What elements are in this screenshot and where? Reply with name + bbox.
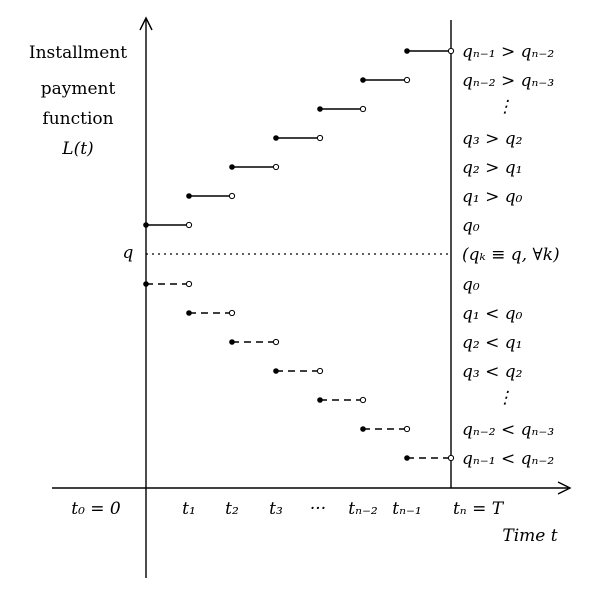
increasing-step-open-dot xyxy=(447,47,455,55)
x-tick-label: t₁ xyxy=(182,499,196,519)
constant-case-label: (qₖ ≡ q, ∀k) xyxy=(462,245,560,265)
decreasing-step-open-dot xyxy=(359,396,367,404)
lower-step-label: q₂ < q₁ xyxy=(462,333,522,353)
q-label: q xyxy=(123,243,134,263)
lower-step-label: qₙ₋₁ < qₙ₋₂ xyxy=(462,449,554,469)
y-axis-label-line-2: payment xyxy=(41,79,116,99)
upper-step-label: qₙ₋₁ > qₙ₋₂ xyxy=(462,42,554,62)
y-axis-label-line-1: Installment xyxy=(29,43,127,63)
decreasing-step-open-dot xyxy=(447,454,455,462)
y-axis-arrow xyxy=(139,16,153,31)
x-tick-label: ··· xyxy=(310,499,326,519)
lower-step-label: q₀ xyxy=(462,275,480,295)
lower-step-label: q₁ < q₀ xyxy=(462,304,523,324)
x-axis-label: Time t xyxy=(502,526,557,546)
y-axis-label-line-3: function xyxy=(42,109,113,129)
x-tick-labels: t₁ t₂ t₃ ··· tₙ₋₂ tₙ₋₁ tₙ = T xyxy=(182,499,505,519)
increasing-step-open-dot xyxy=(272,163,280,171)
increasing-step-open-dot xyxy=(316,134,324,142)
x-tick-label: tₙ = T xyxy=(453,499,505,519)
lower-step-label: ⋮ xyxy=(497,388,514,408)
x-tick-label: tₙ₋₂ xyxy=(348,499,378,519)
upper-step-label: ⋮ xyxy=(497,97,514,117)
x-axis-arrow xyxy=(557,481,572,495)
decreasing-step-closed-dot xyxy=(360,426,366,432)
increasing-step-closed-dot xyxy=(273,135,279,141)
increasing-step-closed-dot xyxy=(317,106,323,112)
decreasing-step-open-dot xyxy=(185,280,193,288)
upper-step-label: q₁ > q₀ xyxy=(462,187,523,207)
x-tick-label: t₃ xyxy=(269,499,283,519)
y-axis-symbol: L(t) xyxy=(61,139,93,159)
origin-label: t₀ = 0 xyxy=(71,499,121,519)
step-segments xyxy=(143,47,455,462)
decreasing-step-open-dot xyxy=(316,367,324,375)
increasing-step-open-dot xyxy=(359,105,367,113)
decreasing-step-open-dot xyxy=(272,338,280,346)
decreasing-step-closed-dot xyxy=(143,281,149,287)
decreasing-step-closed-dot xyxy=(273,368,279,374)
increasing-step-closed-dot xyxy=(404,48,410,54)
lower-step-label: qₙ₋₂ < qₙ₋₃ xyxy=(462,420,554,440)
right-labels: qₙ₋₁ > qₙ₋₂ qₙ₋₂ > qₙ₋₃ ⋮ q₃ > q₂ q₂ > q₁ q₁ … xyxy=(462,42,560,469)
upper-step-label: qₙ₋₂ > qₙ₋₃ xyxy=(462,71,554,91)
decreasing-step-closed-dot xyxy=(186,310,192,316)
upper-step-label: q₃ > q₂ xyxy=(462,129,523,149)
upper-step-label: q₂ > q₁ xyxy=(462,158,522,178)
increasing-step-open-dot xyxy=(185,221,193,229)
decreasing-step-closed-dot xyxy=(317,397,323,403)
increasing-step-closed-dot xyxy=(186,193,192,199)
decreasing-step-closed-dot xyxy=(229,339,235,345)
increasing-step-open-dot xyxy=(228,192,236,200)
increasing-step-closed-dot xyxy=(143,222,149,228)
increasing-step-open-dot xyxy=(403,76,411,84)
upper-step-label: q₀ xyxy=(462,216,480,236)
decreasing-step-closed-dot xyxy=(404,455,410,461)
decreasing-step-open-dot xyxy=(403,425,411,433)
decreasing-step-open-dot xyxy=(228,309,236,317)
x-tick-label: tₙ₋₁ xyxy=(392,499,422,519)
x-tick-label: t₂ xyxy=(225,499,239,519)
increasing-step-closed-dot xyxy=(229,164,235,170)
increasing-step-closed-dot xyxy=(360,77,366,83)
lower-step-label: q₃ < q₂ xyxy=(462,362,523,382)
